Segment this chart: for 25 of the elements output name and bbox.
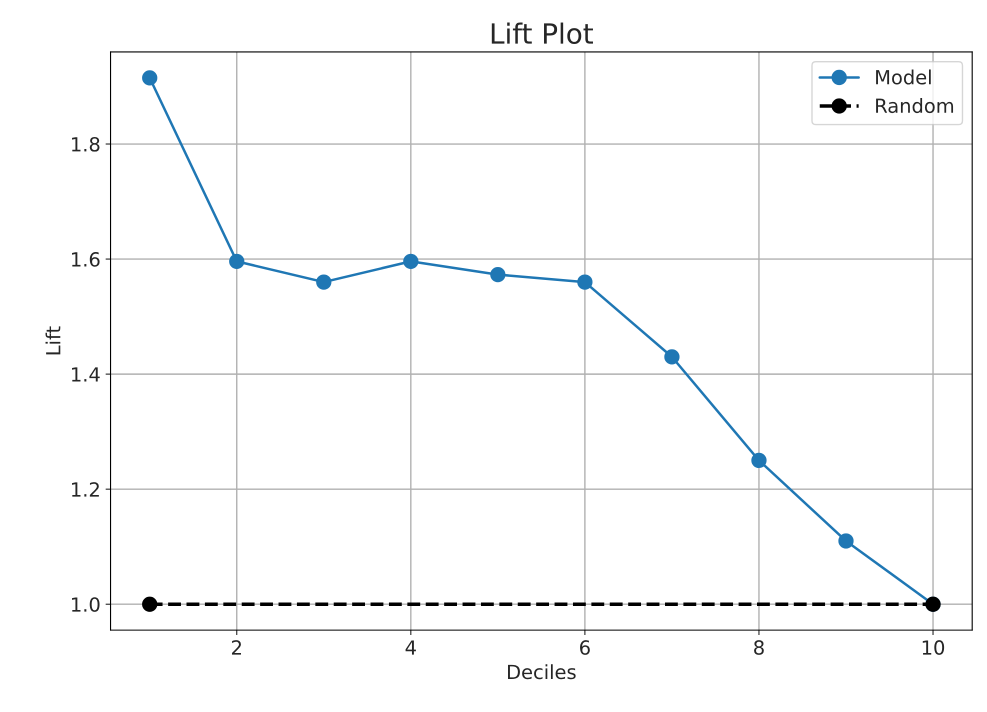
y-tick-label: 1.0 [72, 597, 100, 612]
y-tick-label: 1.8 [72, 136, 100, 152]
point [142, 70, 158, 86]
chart-title: Lift Plot [492, 22, 593, 44]
point [664, 349, 680, 365]
x-tick-label: 10 [922, 640, 944, 655]
point [490, 266, 506, 282]
y-tick-label: 1.6 [72, 252, 100, 267]
point [403, 254, 418, 270]
point [577, 274, 593, 290]
x-tick-label: 2 [232, 640, 241, 655]
point [229, 254, 244, 270]
y-tick-label: 1.4 [72, 367, 100, 382]
legend-label: Random [876, 98, 954, 114]
point [142, 596, 158, 612]
point [316, 274, 332, 290]
point [751, 452, 767, 468]
x-tick-label: 6 [580, 640, 590, 655]
point [838, 533, 854, 549]
x-tick-label: 8 [754, 640, 764, 655]
x-tick-label: 4 [406, 640, 416, 655]
x-axis-title: Deciles [508, 664, 576, 680]
legend-label: Model [876, 69, 931, 85]
y-axis-title: Lift [46, 326, 60, 354]
y-tick-label: 1.2 [72, 482, 99, 497]
